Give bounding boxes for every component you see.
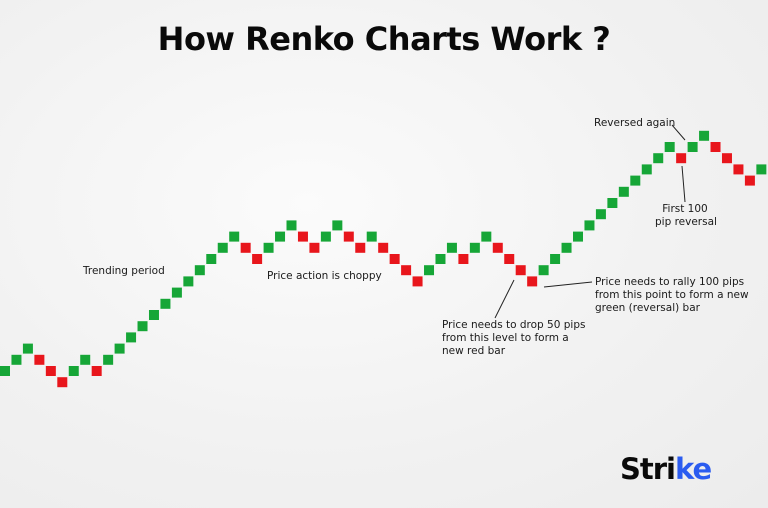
green-brick bbox=[618, 186, 629, 197]
label-drop-line: new red bar bbox=[442, 345, 506, 357]
red-brick bbox=[458, 254, 469, 264]
green-brick bbox=[148, 310, 159, 320]
green-brick bbox=[160, 298, 171, 309]
first-reversal-pointer-line bbox=[681, 165, 686, 203]
rally-pointer-line bbox=[543, 281, 593, 288]
label-rally-line: Price needs to rally 100 pips bbox=[595, 276, 745, 288]
page-title: How Renko Charts Work ? bbox=[157, 20, 611, 58]
green-brick bbox=[366, 231, 377, 242]
label-drop-line: from this level to form a bbox=[442, 332, 569, 344]
green-brick bbox=[183, 276, 194, 287]
green-brick bbox=[194, 265, 205, 276]
green-brick bbox=[573, 231, 583, 242]
green-brick bbox=[229, 231, 240, 242]
annotation-lines bbox=[494, 124, 686, 319]
green-brick bbox=[584, 220, 595, 231]
green-brick bbox=[595, 209, 606, 220]
red-brick bbox=[240, 242, 251, 253]
green-brick bbox=[435, 254, 446, 264]
label-drop: Price needs to drop 50 pips from this le… bbox=[442, 319, 585, 358]
green-brick bbox=[263, 242, 274, 253]
renko-bricks bbox=[0, 130, 767, 388]
green-brick bbox=[171, 287, 182, 298]
green-brick bbox=[68, 366, 79, 376]
label-drop-line: Price needs to drop 50 pips bbox=[442, 319, 586, 331]
green-brick bbox=[756, 164, 767, 175]
red-brick bbox=[515, 265, 526, 276]
green-brick bbox=[114, 343, 125, 354]
label-rally-line: from this point to form a new bbox=[595, 289, 749, 301]
green-brick bbox=[206, 254, 217, 264]
green-brick bbox=[332, 220, 343, 231]
drop-pointer-line bbox=[494, 279, 515, 319]
green-brick bbox=[561, 242, 572, 253]
logo-accent-text: ke bbox=[675, 452, 712, 486]
red-brick bbox=[309, 242, 320, 253]
green-brick bbox=[446, 242, 457, 253]
green-brick bbox=[550, 254, 561, 264]
green-brick bbox=[80, 354, 91, 365]
red-brick bbox=[297, 231, 308, 242]
green-brick bbox=[286, 220, 297, 231]
green-brick bbox=[126, 332, 137, 343]
red-brick bbox=[676, 153, 687, 164]
green-brick bbox=[538, 265, 549, 276]
green-brick bbox=[607, 198, 618, 208]
green-brick bbox=[275, 231, 286, 242]
red-brick bbox=[378, 242, 389, 253]
green-brick bbox=[103, 354, 114, 365]
label-reversed-again: Reversed again bbox=[594, 117, 676, 129]
green-brick bbox=[217, 242, 228, 253]
green-brick bbox=[653, 153, 664, 164]
green-brick bbox=[469, 242, 480, 253]
red-brick bbox=[34, 354, 45, 365]
green-brick bbox=[687, 142, 698, 152]
label-choppy: Price action is choppy bbox=[267, 270, 382, 282]
label-first-reversal-line: pip reversal bbox=[655, 216, 717, 228]
red-brick bbox=[343, 231, 354, 242]
green-brick bbox=[630, 175, 641, 186]
label-first-reversal-line: First 100 bbox=[662, 203, 708, 215]
red-brick bbox=[710, 142, 721, 152]
green-brick bbox=[641, 164, 652, 175]
green-brick bbox=[699, 130, 710, 141]
red-brick bbox=[252, 254, 263, 264]
green-brick bbox=[11, 354, 22, 365]
green-brick bbox=[664, 142, 675, 152]
red-brick bbox=[45, 366, 56, 376]
red-brick bbox=[412, 276, 423, 287]
green-brick bbox=[0, 366, 10, 376]
label-rally-line: green (reversal) bar bbox=[595, 302, 700, 314]
reversed-again-pointer-line bbox=[671, 124, 686, 141]
red-brick bbox=[504, 254, 515, 264]
red-brick bbox=[401, 265, 412, 276]
red-brick bbox=[57, 377, 68, 388]
green-brick bbox=[320, 231, 331, 242]
red-brick bbox=[91, 366, 102, 376]
label-trending-period: Trending period bbox=[83, 265, 165, 277]
label-first-reversal: First 100 pip reversal bbox=[655, 203, 717, 229]
green-brick bbox=[137, 321, 148, 332]
label-rally: Price needs to rally 100 pips from this … bbox=[595, 276, 749, 315]
green-brick bbox=[424, 265, 435, 276]
red-brick bbox=[492, 242, 503, 253]
red-brick bbox=[733, 164, 744, 175]
red-brick bbox=[721, 153, 732, 164]
red-brick bbox=[355, 242, 366, 253]
red-brick bbox=[744, 175, 755, 186]
green-brick bbox=[22, 343, 33, 354]
green-brick bbox=[481, 231, 492, 242]
strike-logo: Strike bbox=[620, 452, 712, 486]
logo-text: Stri bbox=[620, 452, 676, 486]
red-brick bbox=[527, 276, 538, 287]
red-brick bbox=[389, 254, 400, 264]
